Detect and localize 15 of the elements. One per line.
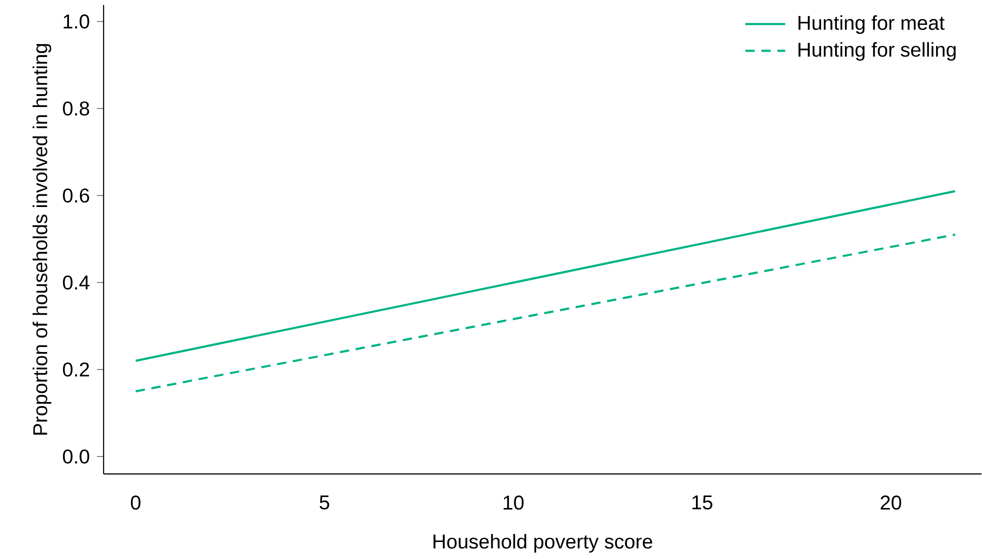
y-tick-label: 0.0 — [62, 449, 90, 464]
x-tick-label: 20 — [880, 495, 902, 510]
y-axis-title: Proportion of households involved in hunting — [32, 44, 52, 434]
x-axis-title: Household poverty score — [434, 534, 652, 552]
x-tick-label: 5 — [320, 495, 330, 510]
legend-label: Hunting for selling — [798, 42, 956, 61]
x-tick-label: 10 — [504, 495, 524, 510]
y-tick-label: 0.8 — [62, 101, 90, 116]
y-tick-label: 1.0 — [64, 14, 90, 28]
legend-label: Hunting for meat — [798, 15, 945, 34]
x-tick-label: 0 — [130, 495, 140, 510]
x-tick-label: 15 — [692, 495, 712, 510]
y-tick-label: 0.4 — [62, 275, 90, 290]
y-tick-label: 0.2 — [62, 362, 89, 376]
y-tick-label: 0.6 — [62, 188, 90, 202]
